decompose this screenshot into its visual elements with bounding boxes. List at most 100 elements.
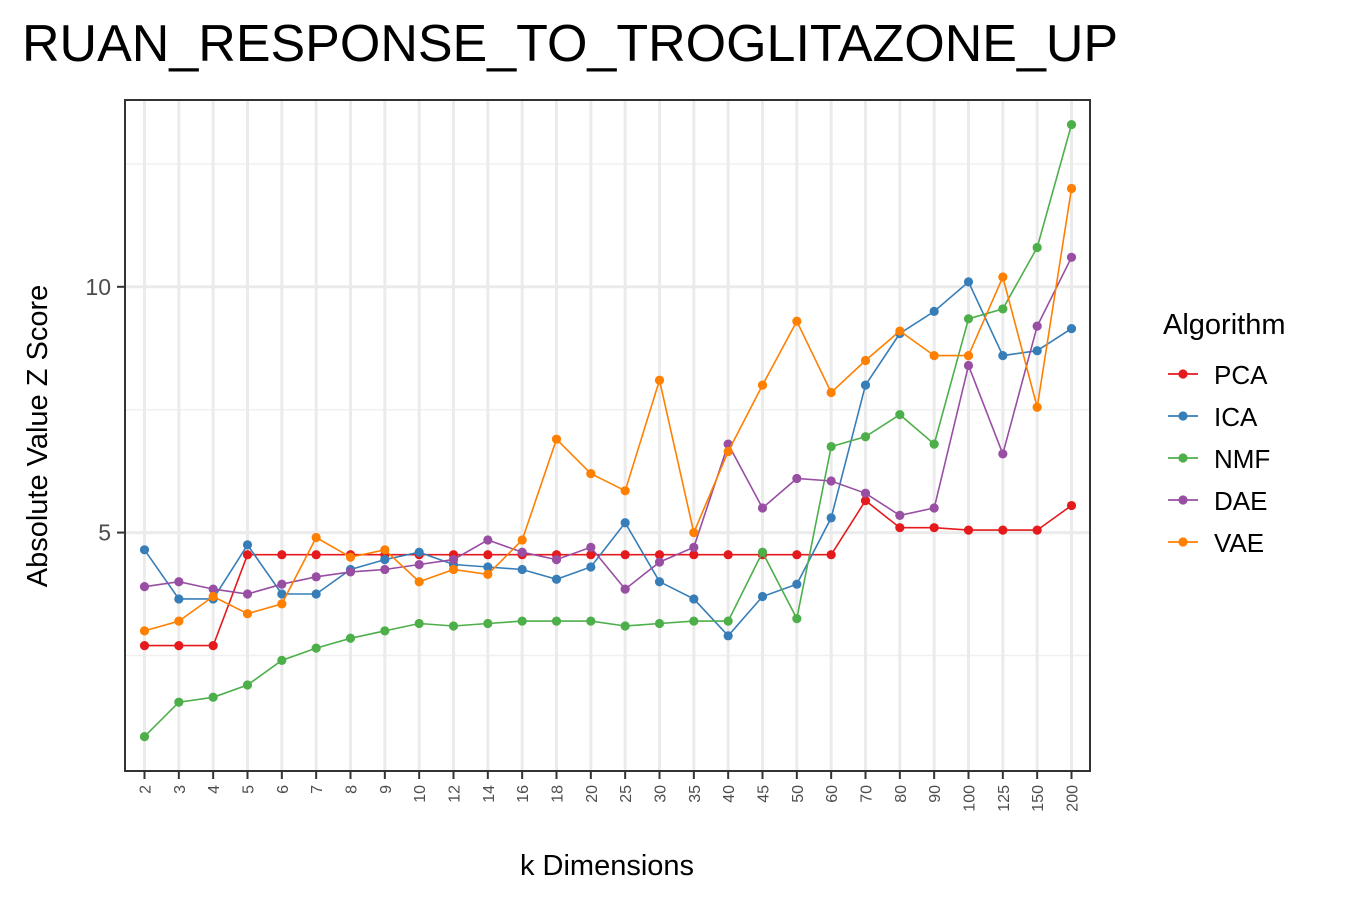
x-tick-label: 125 [996, 785, 1013, 812]
data-point-nmf [242, 680, 253, 690]
data-point-pca [929, 523, 939, 533]
data-point-ica [242, 540, 253, 550]
data-point-dae [208, 584, 218, 594]
legend-title: Algorithm [1163, 309, 1286, 341]
x-tick-label: 12 [447, 785, 464, 803]
data-point-ica [963, 277, 974, 287]
x-tick-label: 20 [584, 785, 601, 803]
legend: Algorithm PCA ICA NMF DAE VAE [1163, 309, 1286, 558]
data-point-ica [1066, 323, 1077, 334]
data-point-pca [860, 496, 871, 506]
y-axis-title: Absolute Value Z Score [22, 285, 54, 588]
data-point-pca [277, 550, 287, 560]
data-point-ica [654, 577, 665, 587]
data-point-vae [998, 272, 1008, 282]
data-point-nmf [277, 655, 287, 665]
data-point-vae [826, 387, 836, 398]
x-tick-label: 5 [241, 785, 258, 794]
data-point-nmf [963, 314, 974, 324]
data-point-dae [620, 584, 630, 594]
series-line-ica [143, 280, 1072, 637]
data-point-ica [792, 579, 802, 589]
data-point-pca [483, 550, 493, 560]
legend-label: NMF [1214, 444, 1270, 474]
data-point-dae [483, 535, 493, 545]
y-axis: 5 10 [85, 274, 125, 546]
data-point-dae [586, 542, 596, 552]
plot-border [124, 99, 1091, 772]
series-line-vae [144, 188, 1073, 632]
grid-lines [125, 100, 1090, 771]
series-layer [139, 119, 1077, 742]
data-point-vae [174, 616, 184, 626]
data-point-nmf [860, 432, 871, 442]
data-point-nmf [1066, 119, 1077, 130]
data-point-ica [620, 518, 630, 528]
x-tick-label: 40 [721, 785, 738, 803]
data-point-ica [860, 380, 871, 390]
data-point-vae [483, 569, 493, 579]
data-point-pca [174, 641, 184, 651]
data-point-dae [517, 547, 527, 557]
series-line-pca [144, 499, 1072, 647]
legend-key-point [1178, 369, 1188, 379]
data-point-nmf [826, 441, 836, 452]
data-point-vae [345, 552, 356, 562]
data-point-dae [242, 589, 253, 599]
data-point-pca [654, 550, 665, 560]
legend-label: VAE [1214, 528, 1264, 558]
x-tick-label: 6 [275, 785, 292, 794]
data-point-vae [1066, 183, 1077, 194]
data-point-pca [620, 550, 630, 560]
data-point-nmf [139, 731, 150, 742]
x-axis: 2 3 4 5 6 7 8 9 10 12 14 16 18 20 25 30 35 40 45 50 60 70 80 90… [138, 771, 1082, 812]
x-tick-label: 90 [927, 785, 944, 803]
data-point-dae [757, 503, 768, 513]
data-point-dae [380, 564, 390, 575]
data-point-ica [689, 594, 699, 604]
data-point-vae [723, 446, 733, 457]
data-point-nmf [723, 616, 733, 626]
x-tick-label: 150 [1030, 785, 1047, 812]
chart-title: RUAN_RESPONSE_TO_TROGLITAZONE_UP [22, 15, 1119, 73]
data-point-ica [723, 631, 733, 641]
data-point-dae [998, 449, 1008, 459]
data-point-pca [826, 550, 836, 560]
data-point-ica [998, 351, 1008, 361]
series-pca [139, 496, 1077, 651]
data-point-nmf [551, 616, 562, 626]
data-point-pca [998, 525, 1008, 535]
x-tick-label: 7 [309, 785, 326, 794]
y-tick-label: 10 [85, 274, 111, 300]
data-point-nmf [174, 697, 184, 707]
data-point-vae [586, 468, 596, 479]
y-tick-label: 5 [98, 520, 111, 546]
data-point-vae [517, 535, 527, 545]
data-point-ica [174, 594, 184, 604]
data-point-dae [174, 577, 184, 587]
data-point-vae [311, 532, 321, 543]
series-nmf [139, 119, 1077, 742]
data-point-dae [689, 542, 699, 552]
data-point-nmf [620, 621, 630, 631]
data-point-nmf [311, 643, 321, 653]
data-point-nmf [380, 626, 390, 636]
data-point-nmf [895, 410, 905, 420]
x-tick-label: 18 [550, 785, 567, 803]
x-tick-label: 14 [481, 785, 498, 803]
data-point-ica [551, 574, 562, 584]
data-point-dae [654, 557, 665, 567]
data-point-pca [208, 641, 218, 651]
data-point-ica [414, 547, 424, 557]
x-tick-label: 35 [687, 785, 704, 803]
x-tick-label: 80 [893, 785, 910, 803]
data-point-ica [1032, 346, 1042, 356]
data-point-vae [448, 564, 459, 575]
data-point-vae [620, 486, 630, 496]
x-tick-label: 50 [790, 785, 807, 803]
data-point-vae [414, 577, 424, 587]
data-point-vae [757, 380, 768, 390]
data-point-pca [1066, 500, 1077, 511]
data-point-dae [139, 582, 150, 592]
data-point-dae [929, 503, 939, 513]
